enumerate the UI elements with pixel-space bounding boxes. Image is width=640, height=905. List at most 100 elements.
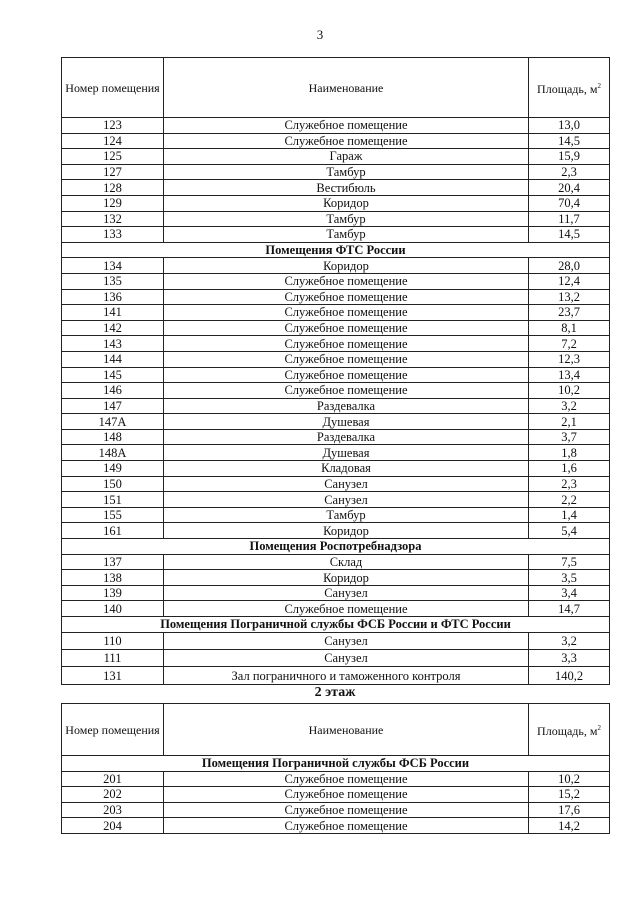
rooms-table-floor1: Номер помещения Наименование Площадь, м2…: [61, 57, 610, 685]
room-area: 13,0: [528, 117, 610, 134]
room-number: 150: [61, 475, 164, 493]
room-area: 7,2: [528, 335, 610, 352]
table-row: 142 Служебное помещение 8,1: [61, 319, 610, 337]
room-name: Раздевалка: [163, 428, 529, 446]
room-area: 70,4: [528, 194, 610, 212]
table-row: 150 Санузел 2,3: [61, 475, 610, 493]
section-title: Помещения Пограничной службы ФСБ России: [61, 755, 610, 772]
room-number: 155: [61, 506, 164, 524]
room-area: 17,6: [528, 801, 610, 819]
room-number: 148А: [61, 444, 164, 462]
room-area: 8,1: [528, 319, 610, 337]
table-row: 155 Тамбур 1,4: [61, 506, 610, 524]
room-name: Вестибюль: [163, 179, 529, 196]
room-area: 3,4: [528, 584, 610, 602]
table-row: 137 Склад 7,5: [61, 553, 610, 571]
room-number: 135: [61, 272, 164, 290]
room-name: Служебное помещение: [163, 335, 529, 352]
table-row: 138 Коридор 3,5: [61, 569, 610, 586]
room-area: 3,7: [528, 428, 610, 446]
room-number: 202: [61, 786, 164, 803]
room-name: Служебное помещение: [163, 132, 529, 150]
room-area: 14,5: [528, 226, 610, 243]
room-name: Душевая: [163, 444, 529, 462]
table-row: 131 Зал пограничного и таможенного контро…: [61, 666, 610, 685]
room-number: 124: [61, 132, 164, 150]
room-number: 133: [61, 226, 164, 243]
table-row: 136 Служебное помещение 13,2: [61, 288, 610, 306]
table-row: 148 Раздевалка 3,7: [61, 428, 610, 446]
room-number: 201: [61, 770, 164, 788]
table-header: Номер помещения Наименование Площадь, м2: [61, 57, 610, 118]
room-area: 1,4: [528, 506, 610, 524]
table-row: 145 Служебное помещение 13,4: [61, 366, 610, 384]
room-number: 161: [61, 522, 164, 540]
room-area: 20,4: [528, 179, 610, 196]
section-title: Помещения Роспотребнадзора: [61, 538, 610, 555]
room-name: Тамбур: [163, 506, 529, 524]
room-name: Служебное помещение: [163, 382, 529, 399]
room-area: 1,8: [528, 444, 610, 462]
room-name: Коридор: [163, 569, 529, 586]
room-number: 204: [61, 817, 164, 834]
room-name: Служебное помещение: [163, 272, 529, 290]
room-area: 23,7: [528, 304, 610, 321]
room-name: Служебное помещение: [163, 288, 529, 306]
room-number: 147: [61, 397, 164, 415]
room-number: 137: [61, 553, 164, 571]
table-row: 144 Служебное помещение 12,3: [61, 350, 610, 368]
table-row: 134 Коридор 28,0: [61, 257, 610, 274]
room-name: Служебное помещение: [163, 786, 529, 803]
room-name: Зал пограничного и таможенного контроля: [163, 666, 529, 685]
header-area-label: Площадь, м: [537, 82, 598, 96]
room-number: 144: [61, 350, 164, 368]
room-number: 146: [61, 382, 164, 399]
room-name: Санузел: [163, 475, 529, 493]
header-name: Наименование: [163, 57, 529, 118]
floor-2-title: 2 этаж: [314, 685, 356, 700]
room-number: 129: [61, 194, 164, 212]
room-name: Тамбур: [163, 210, 529, 228]
header-name: Наименование: [163, 703, 529, 756]
header-area-label: Площадь, м: [537, 724, 598, 738]
room-area: 7,5: [528, 553, 610, 571]
header-area: Площадь, м2: [528, 57, 610, 118]
room-number: 125: [61, 148, 164, 165]
header-number: Номер помещения: [61, 703, 164, 756]
room-number: 136: [61, 288, 164, 306]
room-area: 2,2: [528, 491, 610, 508]
room-number: 138: [61, 569, 164, 586]
table-row: 111 Санузел 3,3: [61, 648, 610, 668]
room-area: 12,4: [528, 272, 610, 290]
table-row: 148А Душевая 1,8: [61, 444, 610, 462]
room-number: 111: [61, 648, 164, 668]
room-name: Тамбур: [163, 163, 529, 181]
table-row: 147А Душевая 2,1: [61, 413, 610, 430]
room-number: 131: [61, 666, 164, 685]
room-name: Служебное помещение: [163, 319, 529, 337]
room-name: Служебное помещение: [163, 117, 529, 134]
header-area-sup: 2: [597, 82, 601, 90]
table-row: 149 Кладовая 1,6: [61, 460, 610, 477]
room-number: 127: [61, 163, 164, 181]
room-area: 2,3: [528, 475, 610, 493]
table-row: 161 Коридор 5,4: [61, 522, 610, 540]
room-area: 3,5: [528, 569, 610, 586]
room-area: 3,2: [528, 631, 610, 650]
rooms-table-floor2: Номер помещения Наименование Площадь, м2…: [61, 703, 610, 834]
table-row: 141 Служебное помещение 23,7: [61, 304, 610, 321]
room-number: 139: [61, 584, 164, 602]
table-row: 124 Служебное помещение 14,5: [61, 132, 610, 150]
section-title: Помещения Пограничной службы ФСБ России …: [61, 616, 610, 633]
table-row: 132 Тамбур 11,7: [61, 210, 610, 228]
room-name: Служебное помещение: [163, 350, 529, 368]
room-area: 2,1: [528, 413, 610, 430]
section-row: Помещения ФТС России: [61, 241, 610, 259]
room-area: 10,2: [528, 382, 610, 399]
table-row: 125 Гараж 15,9: [61, 148, 610, 165]
room-area: 14,2: [528, 817, 610, 834]
header-area-sup: 2: [597, 724, 601, 732]
room-number: 151: [61, 491, 164, 508]
table-row: 128 Вестибюль 20,4: [61, 179, 610, 196]
room-area: 3,2: [528, 397, 610, 415]
